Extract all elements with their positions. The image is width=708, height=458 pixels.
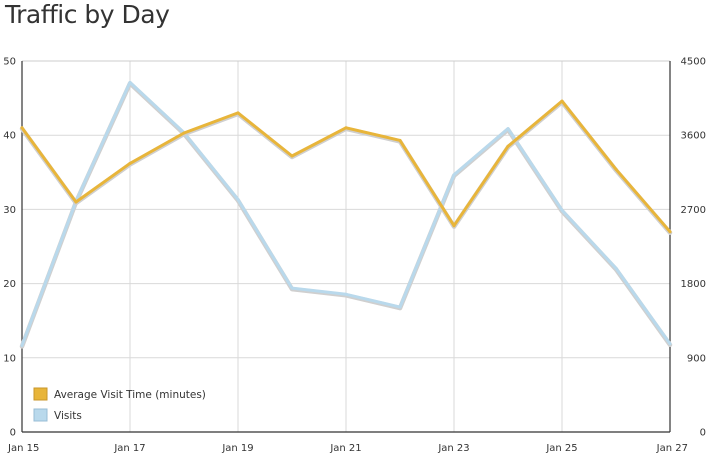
- series-lines: [19, 80, 673, 349]
- data-point-avg-visit-time: [506, 144, 510, 148]
- legend-swatch-visits: [33, 408, 48, 422]
- y-right-tick-label: 900: [687, 353, 706, 364]
- data-point-visits: [614, 266, 618, 270]
- y-left-tick-label: 40: [3, 131, 16, 142]
- legend-label-visits: Visits: [54, 410, 82, 422]
- legend-label-avg-visit-time: Average Visit Time (minutes): [54, 389, 206, 401]
- x-tick-label: Jan 21: [329, 443, 361, 454]
- data-point-avg-visit-time: [614, 167, 618, 171]
- y-left-tick-label: 10: [3, 353, 16, 364]
- data-point-avg-visit-time: [560, 99, 564, 103]
- x-tick-label: Jan 19: [221, 443, 253, 454]
- data-point-visits: [398, 305, 402, 309]
- data-point-visits: [128, 80, 132, 84]
- data-point-visits: [20, 343, 24, 347]
- data-point-avg-visit-time: [128, 161, 132, 165]
- grid-lines: [22, 61, 670, 432]
- data-point-avg-visit-time: [20, 126, 24, 130]
- y-right-tick-label: 0: [700, 428, 706, 439]
- data-point-avg-visit-time: [290, 154, 294, 158]
- chart-title: Traffic by Day: [5, 0, 170, 29]
- y-left-tick-label: 50: [3, 57, 16, 68]
- data-point-avg-visit-time: [452, 224, 456, 228]
- x-tick-label: Jan 25: [545, 443, 577, 454]
- y-left-tick-label: 20: [3, 279, 16, 290]
- data-point-visits: [668, 342, 672, 346]
- y-right-tick-label: 2700: [681, 205, 706, 216]
- data-point-visits: [452, 173, 456, 177]
- x-tick-label: Jan 27: [656, 443, 688, 454]
- data-point-visits: [560, 208, 564, 212]
- y-right-tick-label: 1800: [681, 279, 706, 290]
- data-point-avg-visit-time: [74, 200, 78, 204]
- data-point-visits: [344, 292, 348, 296]
- tick-labels: 0 10 20 30 40 50 0 900 1800 2700 3600 4500 Jan 15 Jan…: [3, 57, 706, 455]
- x-tick-label: Jan 17: [113, 443, 145, 454]
- x-tick-label: Jan 23: [437, 443, 469, 454]
- legend-swatch-avg-visit-time: [33, 387, 48, 401]
- axes: [21, 60, 671, 433]
- data-point-visits: [290, 286, 294, 290]
- data-point-avg-visit-time: [398, 138, 402, 142]
- y-right-tick-label: 3600: [681, 131, 706, 142]
- y-left-tick-label: 0: [10, 428, 16, 439]
- data-point-visits: [236, 198, 240, 201]
- data-point-avg-visit-time: [236, 111, 240, 115]
- y-right-tick-label: 4500: [681, 57, 706, 68]
- data-point-avg-visit-time: [668, 230, 672, 234]
- x-tick-label: Jan 15: [7, 443, 39, 454]
- y-left-tick-label: 30: [3, 205, 16, 216]
- data-point-avg-visit-time: [344, 126, 348, 130]
- data-point-visits: [506, 127, 510, 131]
- data-point-avg-visit-time: [182, 131, 186, 135]
- legend: Average Visit Time (minutes) Visits: [33, 387, 206, 422]
